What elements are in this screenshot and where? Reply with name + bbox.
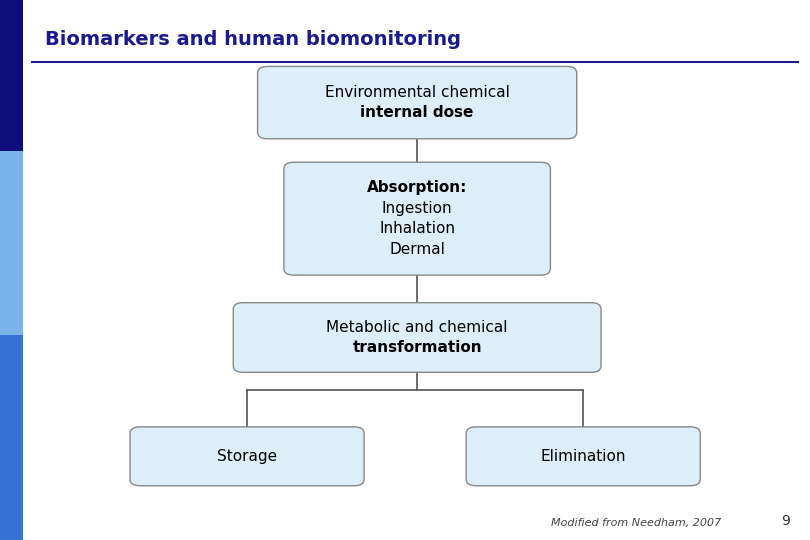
- Text: 9: 9: [781, 514, 790, 528]
- FancyBboxPatch shape: [466, 427, 700, 486]
- Text: Absorption:: Absorption:: [367, 180, 467, 195]
- FancyBboxPatch shape: [233, 302, 601, 373]
- Text: transformation: transformation: [352, 340, 482, 355]
- Text: internal dose: internal dose: [360, 105, 474, 120]
- Text: Inhalation: Inhalation: [379, 221, 455, 237]
- FancyBboxPatch shape: [258, 66, 577, 139]
- Text: Modified from Needham, 2007: Modified from Needham, 2007: [551, 518, 721, 528]
- Text: Elimination: Elimination: [540, 449, 626, 464]
- Bar: [0, 335, 23, 540]
- Text: Ingestion: Ingestion: [382, 201, 453, 216]
- Text: Dermal: Dermal: [390, 242, 445, 257]
- Bar: [0, 151, 23, 335]
- Text: Storage: Storage: [217, 449, 277, 464]
- Text: Metabolic and chemical: Metabolic and chemical: [326, 320, 508, 335]
- Text: Biomarkers and human biomonitoring: Biomarkers and human biomonitoring: [45, 30, 461, 49]
- Bar: [0, 0, 23, 151]
- Text: Environmental chemical: Environmental chemical: [325, 85, 509, 100]
- FancyBboxPatch shape: [284, 163, 551, 275]
- FancyBboxPatch shape: [130, 427, 364, 486]
